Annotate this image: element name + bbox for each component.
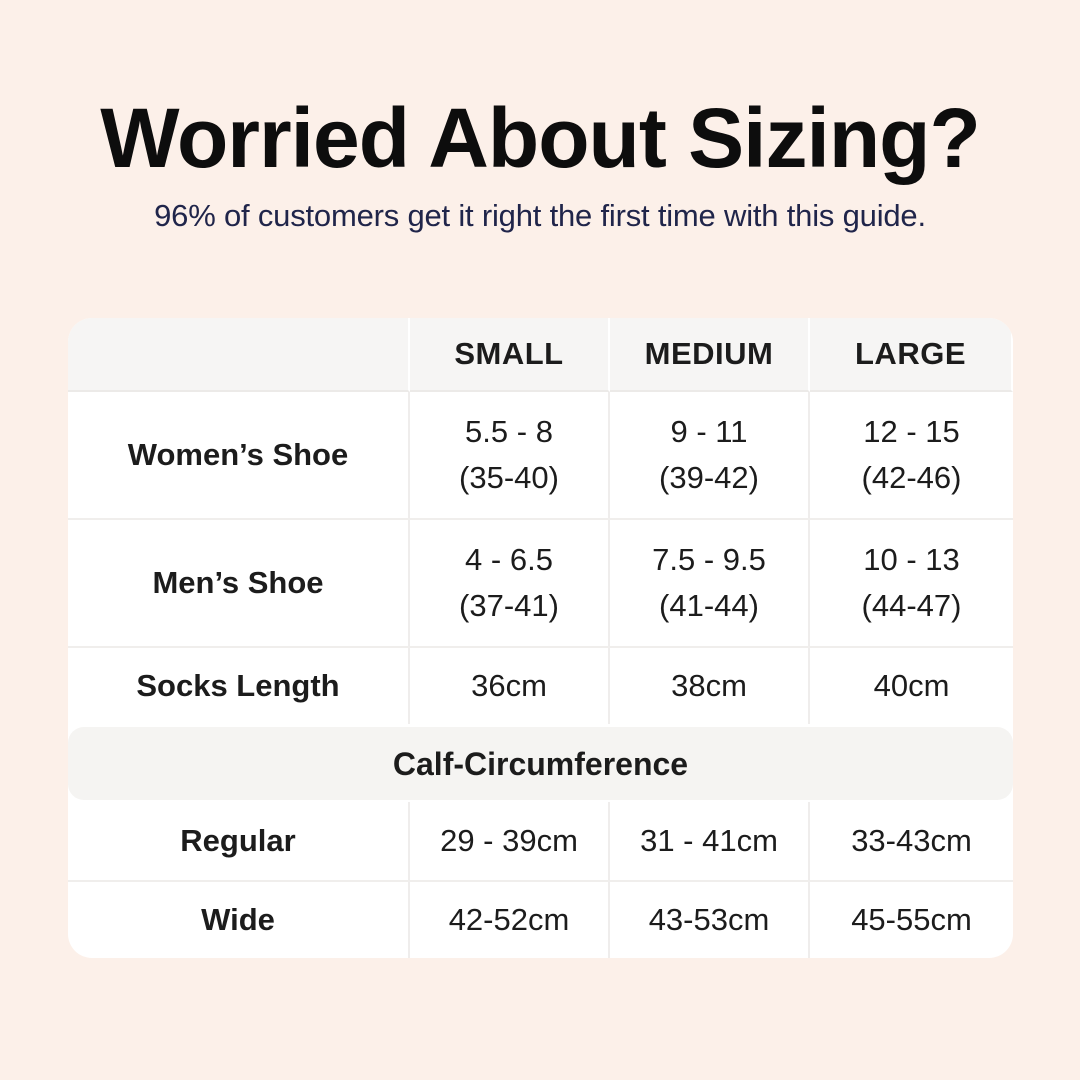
cell-mens-medium: 7.5 - 9.5 (41-44) (610, 520, 810, 648)
cell-womens-medium: 9 - 11 (39-42) (610, 392, 810, 520)
col-header-medium: MEDIUM (610, 318, 810, 392)
calf-circumference-label: Calf-Circumference (68, 727, 1013, 800)
row-label-womens-shoe: Women’s Shoe (68, 392, 410, 520)
cell-line: (39-42) (659, 460, 759, 495)
cell-line: 12 - 15 (863, 413, 960, 449)
cell-wide-large: 45-55cm (851, 901, 972, 937)
col-header-small: SMALL (410, 318, 610, 392)
col-header-large: LARGE (810, 318, 1013, 392)
cell-regular-large: 33-43cm (810, 802, 1013, 882)
row-label-regular: Regular (68, 802, 410, 882)
cell-mens-large: 10 - 13 (44-47) (810, 520, 1013, 648)
cell-socks-medium: 38cm (610, 648, 810, 724)
cell-wide-small: 42-52cm (410, 882, 610, 958)
cell-womens-large: 12 - 15 (42-46) (810, 392, 1013, 520)
cell-line: (42-46) (861, 460, 962, 495)
cell-line: 9 - 11 (670, 413, 748, 449)
cell-line: 10 - 13 (863, 541, 960, 577)
cell-line: 5.5 - 8 (465, 413, 553, 449)
row-label-mens-shoe: Men’s Shoe (68, 520, 410, 648)
row-label-wide: Wide (68, 882, 410, 958)
cell-line: (44-47) (861, 588, 962, 623)
cell-regular-small: 29 - 39cm (410, 802, 610, 882)
hero-section: Worried About Sizing? 96% of customers g… (0, 92, 1080, 234)
calf-circumference-section-header: Calf-Circumference (68, 724, 1013, 802)
cell-wide-medium: 43-53cm (610, 882, 810, 958)
cell-line: 4 - 6.5 (465, 541, 553, 577)
row-label-socks-length: Socks Length (68, 648, 410, 724)
page-title: Worried About Sizing? (100, 91, 981, 185)
cell-line: (35-40) (459, 460, 559, 495)
size-table: SMALL MEDIUM LARGE Women’s Shoe 5.5 - 8 … (68, 318, 1013, 958)
page-subtitle: 96% of customers get it right the first … (154, 198, 926, 234)
cell-line: (41-44) (659, 588, 759, 623)
cell-socks-small: 36cm (410, 648, 610, 724)
table-corner-cell (68, 318, 410, 392)
cell-line: 7.5 - 9.5 (652, 541, 766, 577)
cell-regular-medium: 31 - 41cm (610, 802, 810, 882)
cell-socks-large: 40cm (873, 667, 950, 703)
cell-womens-small: 5.5 - 8 (35-40) (410, 392, 610, 520)
cell-mens-small: 4 - 6.5 (37-41) (410, 520, 610, 648)
cell-line: (37-41) (459, 588, 559, 623)
